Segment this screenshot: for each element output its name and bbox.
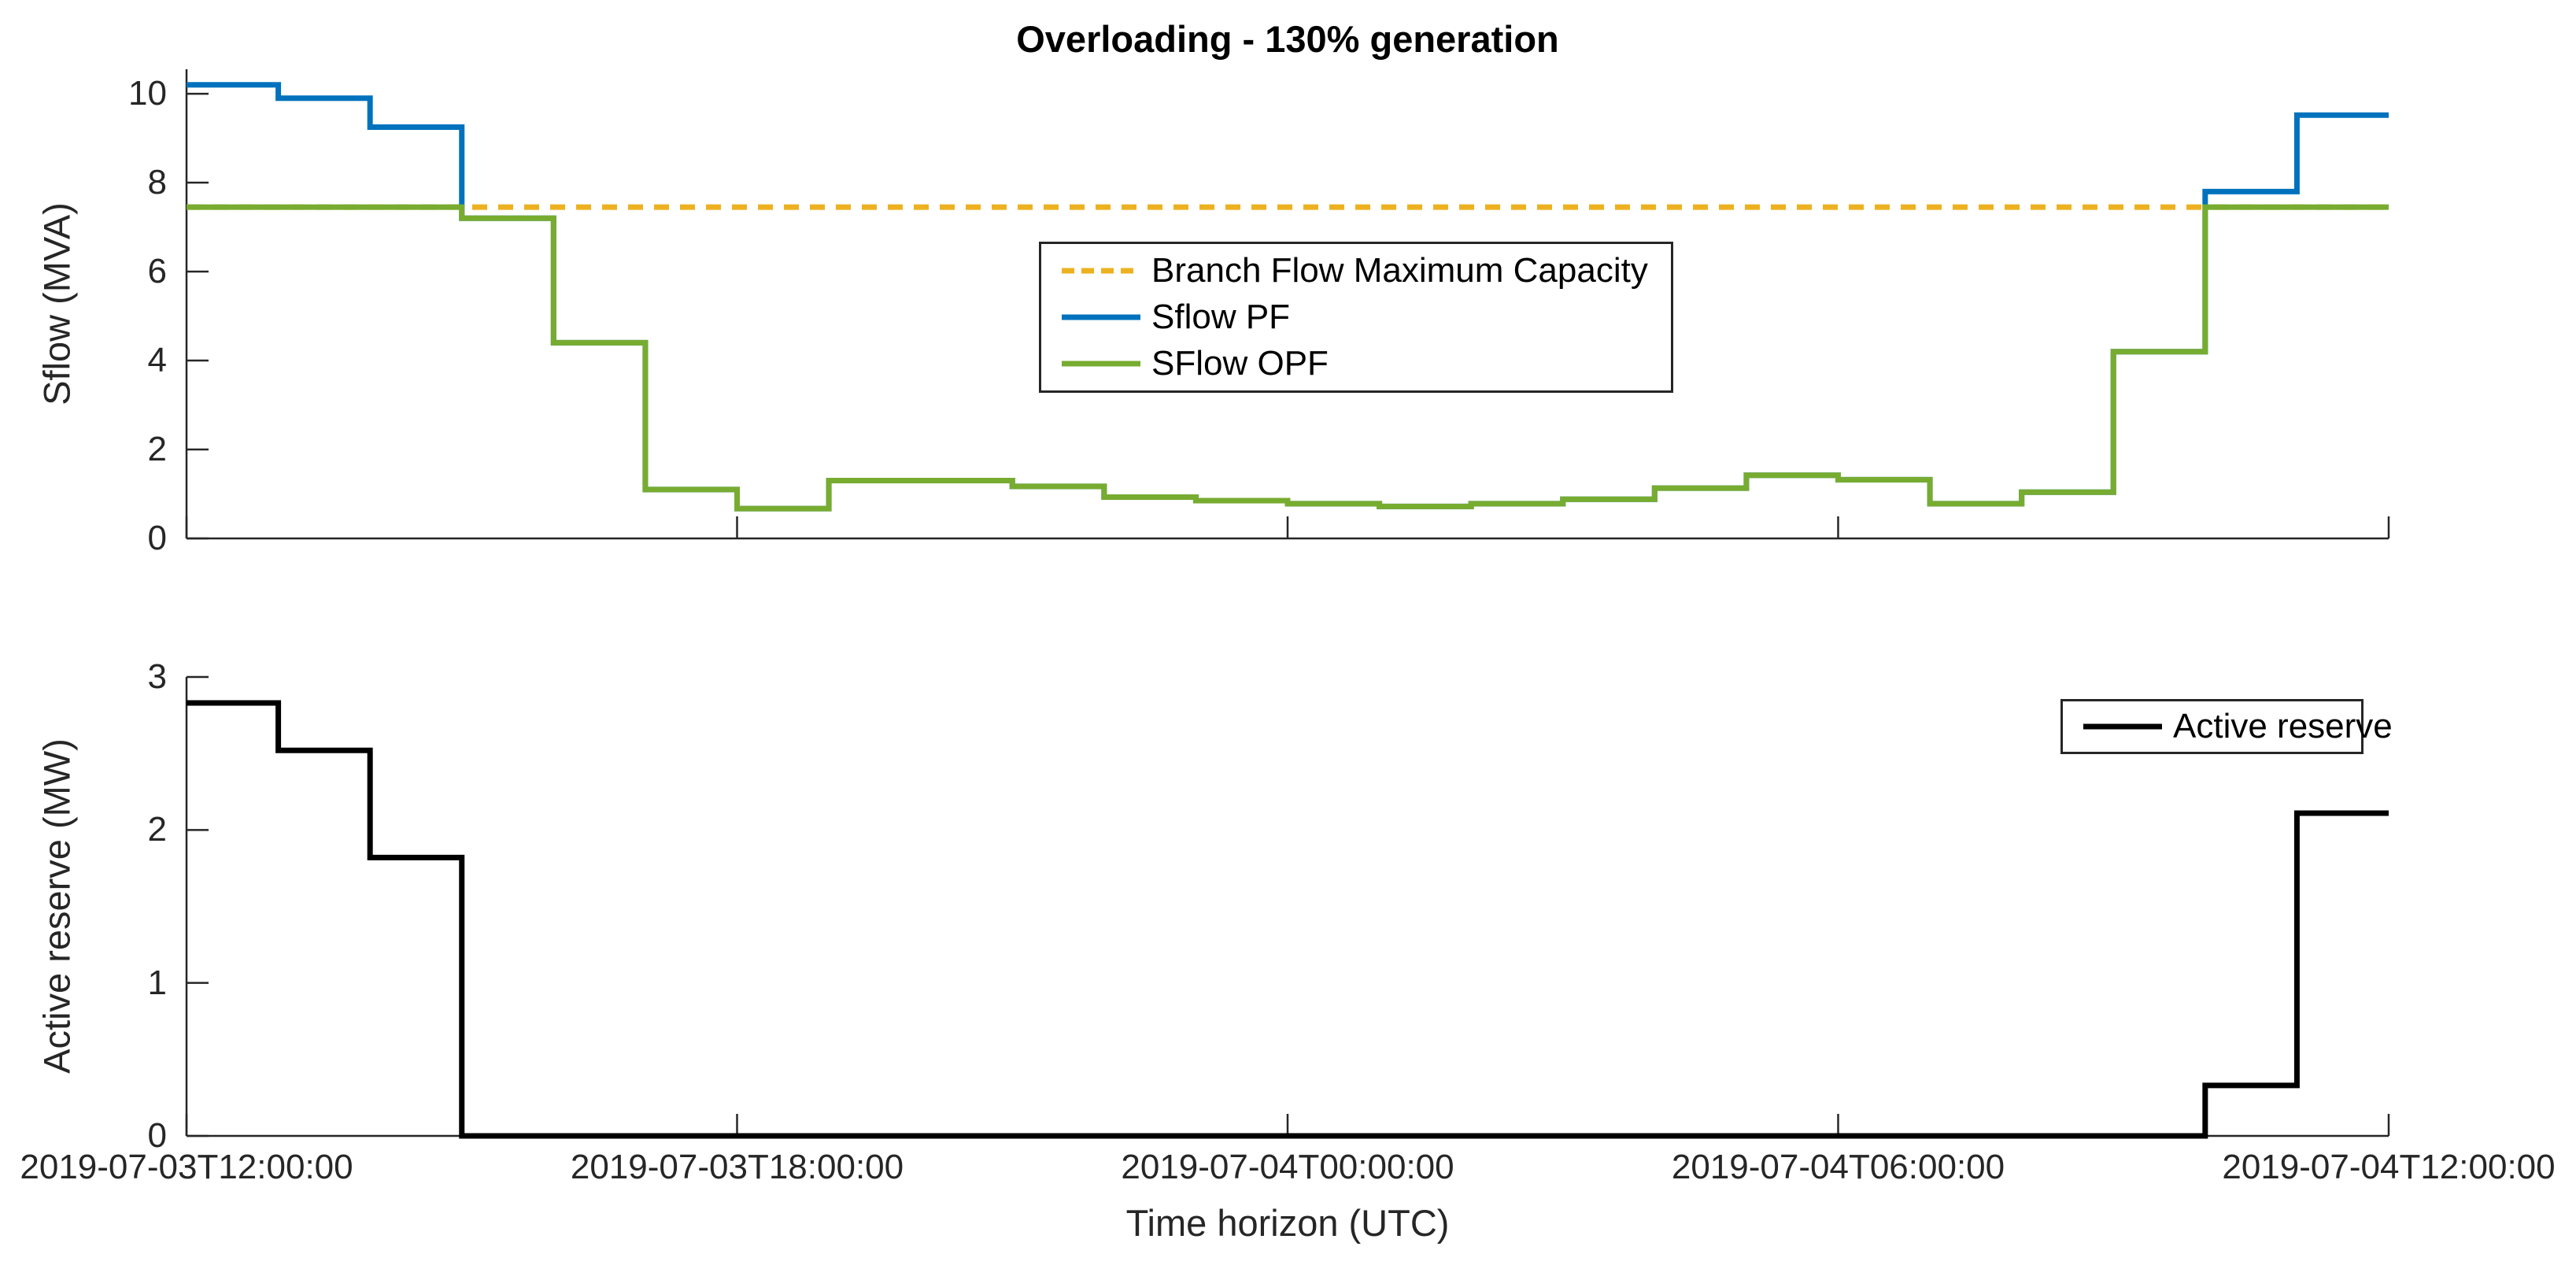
legend-entry-label: Sflow PF	[1151, 298, 1291, 336]
x-tick-label: 2019-07-04T00:00:00	[1121, 1148, 1454, 1186]
legend-entry: SFlow OPF	[1041, 344, 1671, 383]
bottom-legend: Active reserve	[2060, 699, 2393, 754]
x-tick-label: 2019-07-03T18:00:00	[570, 1148, 904, 1186]
legend-entry: Sflow PF	[1041, 298, 1671, 337]
legend-entry-label: Active reserve	[2173, 707, 2393, 745]
legend-entry-label: Branch Flow Maximum Capacity	[1151, 251, 1648, 290]
top-y-tick-label: 10	[128, 74, 167, 113]
line-sample-icon	[1062, 314, 1140, 320]
line-sample-icon	[1062, 361, 1140, 367]
x-tick-label: 2019-07-04T12:00:00	[2222, 1148, 2556, 1186]
dashed-line-sample-icon	[1062, 268, 1140, 274]
bottom-y-tick-label: 3	[147, 657, 167, 696]
top-y-tick-label: 0	[147, 519, 167, 557]
top-y-tick-label: 2	[147, 430, 167, 468]
active-reserve-line	[187, 700, 2389, 1139]
bottom-y-tick-label: 1	[147, 963, 167, 1002]
sflow-opf-line	[187, 204, 2389, 512]
legend-entry: Active reserve	[2063, 707, 2393, 746]
top-y-axis-label: Sflow (MVA)	[35, 202, 78, 405]
top-legend: Branch Flow Maximum Capacity Sflow PF SFlo…	[1039, 242, 1673, 393]
x-axis-label: Time horizon (UTC)	[1125, 1202, 1450, 1244]
x-tick-label: 2019-07-03T12:00:00	[20, 1148, 353, 1186]
legend-entry: Branch Flow Maximum Capacity	[1041, 251, 1671, 290]
top-y-tick-label: 4	[147, 341, 167, 380]
top-y-tick-label: 6	[147, 252, 167, 291]
x-tick-label: 2019-07-04T06:00:00	[1671, 1148, 2005, 1186]
bottom-y-tick-label: 0	[147, 1116, 167, 1155]
bottom-y-axis-label: Active reserve (MW)	[35, 738, 78, 1074]
top-y-tick-label: 8	[147, 163, 167, 202]
bottom-y-tick-label: 2	[147, 810, 167, 849]
chart-title: Overloading - 130% generation	[1016, 18, 1559, 60]
legend-entry-label: SFlow OPF	[1151, 344, 1329, 383]
line-sample-icon	[2083, 723, 2162, 730]
